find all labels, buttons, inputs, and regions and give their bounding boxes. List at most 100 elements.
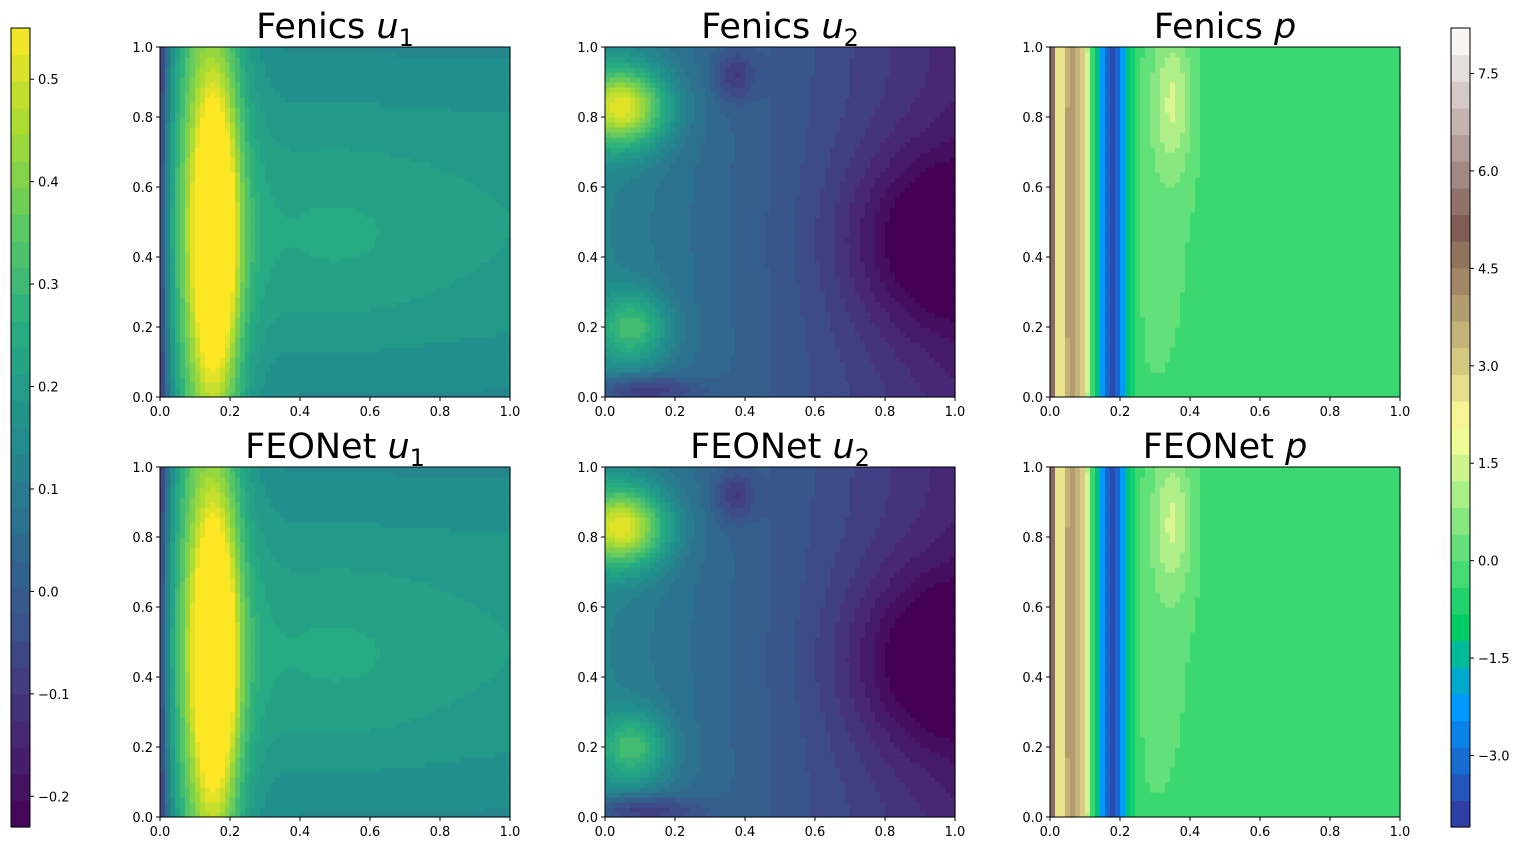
colorbar-band — [11, 454, 30, 481]
colorbar-tick-label: 0.1 — [38, 483, 59, 498]
plot-title-text: FEONet — [690, 427, 821, 467]
plot-title-sub: 1 — [399, 24, 414, 52]
colorbar-band — [1451, 747, 1470, 774]
y-tick-label: 1.0 — [1022, 461, 1043, 476]
y-tick-label: 0.4 — [132, 251, 153, 266]
plot-title-var: u — [387, 427, 409, 467]
y-tick-label: 0.4 — [1022, 671, 1043, 686]
colorbar-band — [1451, 188, 1470, 215]
y-tick-label: 1.0 — [132, 461, 153, 476]
colorbar-band — [11, 747, 30, 774]
y-tick-label: 0.0 — [577, 811, 598, 826]
plot-title-var: p — [1274, 7, 1296, 47]
y-tick-label: 0.2 — [132, 321, 153, 336]
x-tick-label: 0.6 — [805, 825, 826, 840]
colorbar-band — [1451, 800, 1470, 827]
x-tick-label: 0.8 — [875, 405, 896, 420]
colorbar-band — [11, 348, 30, 375]
heatmap-cells — [160, 467, 511, 818]
y-tick-label: 0.2 — [132, 741, 153, 756]
x-tick-label: 0.4 — [290, 405, 311, 420]
colorbar-band — [11, 241, 30, 268]
colorbar-band — [1451, 614, 1470, 641]
plot-title-sub: 2 — [855, 444, 870, 472]
plot-title-5: FEONet u2 — [600, 427, 960, 467]
x-tick-label: 0.2 — [220, 405, 241, 420]
heatmap-cells — [605, 467, 956, 818]
x-tick-label: 0.0 — [1040, 405, 1061, 420]
colorbar-band — [11, 507, 30, 534]
heatmap-cells — [1050, 467, 1401, 818]
colorbar-band — [11, 534, 30, 561]
plot-title-2: Fenics u2 — [600, 7, 960, 47]
y-tick-label: 0.4 — [132, 671, 153, 686]
colorbar-tick-label: −1.5 — [1478, 652, 1510, 667]
colorbar-band — [11, 321, 30, 348]
x-tick-label: 0.0 — [595, 825, 616, 840]
colorbar-band — [1451, 55, 1470, 82]
colorbar-band — [1451, 481, 1470, 508]
colorbar-band — [11, 667, 30, 694]
y-tick-label: 0.4 — [577, 251, 598, 266]
plot-title-text: Fenics — [1154, 7, 1263, 47]
colorbar-band — [11, 561, 30, 588]
colorbar-band — [1451, 321, 1470, 348]
plot-panel-5: 0.0 0.2 0.4 0.6 0.8 1.00.00.20.40.60.81.0 — [577, 461, 965, 840]
x-tick-label: 0.8 — [1320, 825, 1341, 840]
x-tick-label: 0.2 — [1110, 405, 1131, 420]
x-tick-label: 0.4 — [735, 825, 756, 840]
colorbar-band — [1451, 401, 1470, 428]
x-tick-label: 0.4 — [290, 825, 311, 840]
y-tick-label: 0.2 — [1022, 321, 1043, 336]
colorbar-band — [11, 481, 30, 508]
y-tick-label: 0.0 — [132, 391, 153, 406]
colorbar-band — [11, 81, 30, 108]
y-tick-label: 0.0 — [132, 811, 153, 826]
plot-title-var: u — [376, 7, 398, 47]
y-tick-label: 1.0 — [577, 41, 598, 56]
y-tick-label: 0.6 — [577, 181, 598, 196]
colorbar-band — [11, 55, 30, 82]
colorbar-band — [11, 641, 30, 668]
x-tick-label: 0.4 — [735, 405, 756, 420]
plot-title-6: FEONet p — [1045, 427, 1405, 467]
x-tick-label: 1.0 — [945, 825, 966, 840]
y-tick-label: 0.2 — [1022, 741, 1043, 756]
y-tick-label: 1.0 — [1022, 41, 1043, 56]
colorbar-band — [11, 800, 30, 827]
plot-title-4: FEONet u1 — [155, 427, 515, 467]
colorbar-tick-label: −0.2 — [38, 790, 70, 805]
colorbar-tick-label: −0.1 — [38, 688, 70, 703]
colorbar-tick-label: 7.5 — [1478, 67, 1499, 82]
y-tick-label: 0.8 — [1022, 111, 1043, 126]
y-tick-label: 0.4 — [577, 671, 598, 686]
colorbar-band — [11, 614, 30, 641]
colorbar-tick-label: 0.2 — [38, 381, 59, 396]
heatmap-cells — [605, 47, 956, 398]
y-tick-label: 0.8 — [132, 531, 153, 546]
plot-title-3: Fenics p — [1045, 7, 1405, 47]
colorbar-band — [1451, 534, 1470, 561]
colorbar-band — [11, 587, 30, 614]
x-tick-label: 0.2 — [220, 825, 241, 840]
x-tick-label: 1.0 — [500, 825, 521, 840]
x-tick-label: 0.0 — [150, 825, 171, 840]
colorbar-band — [11, 108, 30, 135]
y-tick-label: 0.4 — [1022, 251, 1043, 266]
x-tick-label: 0.2 — [665, 405, 686, 420]
colorbar-band — [1451, 667, 1470, 694]
colorbar-band — [1451, 454, 1470, 481]
colorbar-band — [11, 188, 30, 215]
colorbar-band — [1451, 108, 1470, 135]
colorbar-band — [1451, 507, 1470, 534]
colorbar-right: 7.56.04.53.01.50.0−1.5−3.0 — [1451, 28, 1510, 828]
x-tick-label: 0.4 — [1180, 825, 1201, 840]
colorbar-band — [1451, 161, 1470, 188]
x-tick-label: 0.0 — [595, 405, 616, 420]
colorbar-tick-label: −3.0 — [1478, 750, 1510, 765]
y-tick-label: 1.0 — [132, 41, 153, 56]
colorbar-band — [11, 401, 30, 428]
colorbar-tick-label: 0.4 — [38, 176, 59, 191]
colorbar-band — [1451, 720, 1470, 747]
plot-title-sub: 2 — [844, 24, 859, 52]
